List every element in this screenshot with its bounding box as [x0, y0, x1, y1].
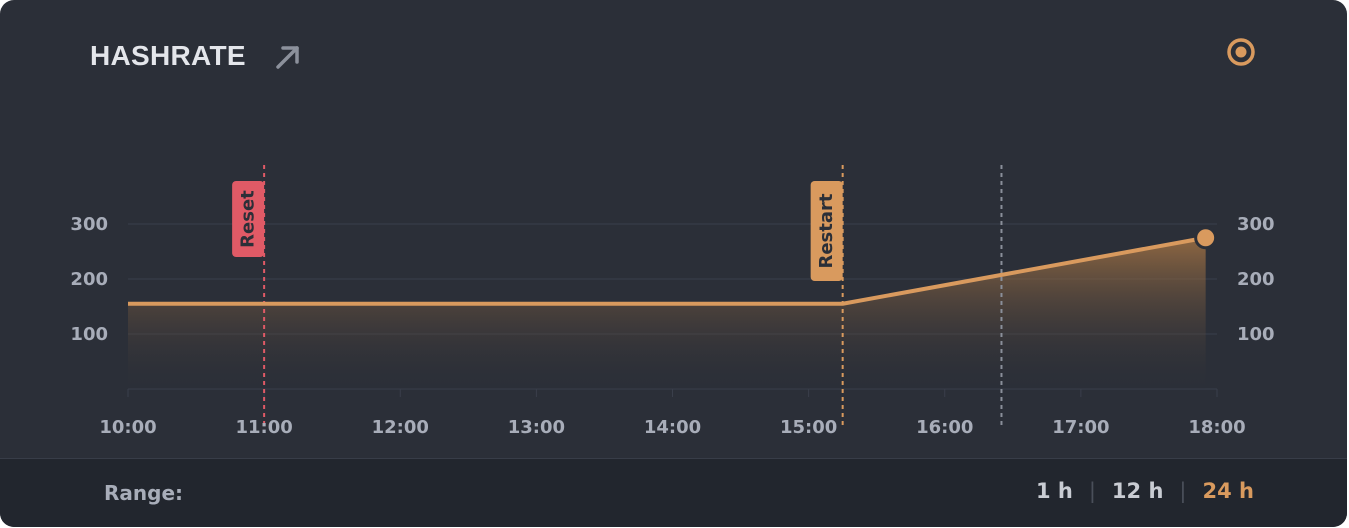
y-tick-label-right: 200	[1237, 269, 1275, 290]
x-tick-label: 16:00	[916, 417, 973, 438]
y-tick-label-right: 100	[1237, 324, 1275, 345]
y-tick-label-left: 100	[70, 324, 108, 345]
annotation-label: Reset	[238, 190, 259, 248]
x-tick-label: 15:00	[780, 417, 837, 438]
range-option-24h[interactable]: 24 h	[1202, 479, 1255, 503]
y-tick-label-left: 300	[70, 214, 108, 235]
range-selector: 1 h | 12 h | 24 h	[1036, 479, 1254, 503]
x-tick-label: 13:00	[508, 417, 565, 438]
series-area	[128, 237, 1206, 389]
annotation-tag-bg	[810, 181, 843, 281]
range-footer: Range: 1 h | 12 h | 24 h	[0, 458, 1347, 527]
target-ring-icon[interactable]	[1225, 36, 1257, 68]
x-tick-label: 11:00	[235, 417, 292, 438]
x-tick-label: 10:00	[99, 417, 156, 438]
range-separator: |	[1179, 479, 1187, 503]
x-tick-label: 18:00	[1188, 417, 1245, 438]
annotation-label: Restart	[816, 193, 837, 268]
range-label: Range:	[104, 481, 184, 505]
y-tick-label-right: 300	[1237, 214, 1275, 235]
hashrate-chart: Reset Restart 300 300 200 200 100 100 10:00 11:0…	[70, 165, 1275, 438]
x-tick-label: 12:00	[372, 417, 429, 438]
x-tick-label: 14:00	[644, 417, 701, 438]
x-tick-label: 17:00	[1052, 417, 1109, 438]
range-option-12h[interactable]: 12 h	[1111, 479, 1164, 503]
series-line	[128, 235, 1207, 306]
annotation-tag-bg	[232, 181, 265, 257]
latest-point[interactable]	[1194, 226, 1218, 250]
annotation-tag-reset: Reset	[232, 181, 265, 257]
range-separator: |	[1088, 479, 1096, 503]
arrow-up-right-icon[interactable]	[273, 42, 303, 72]
y-tick-label-left: 200	[70, 269, 108, 290]
chart-title: HASHRATE	[90, 40, 246, 71]
annotation-tag-restart: Restart	[810, 181, 843, 281]
range-option-1h[interactable]: 1 h	[1035, 479, 1073, 503]
